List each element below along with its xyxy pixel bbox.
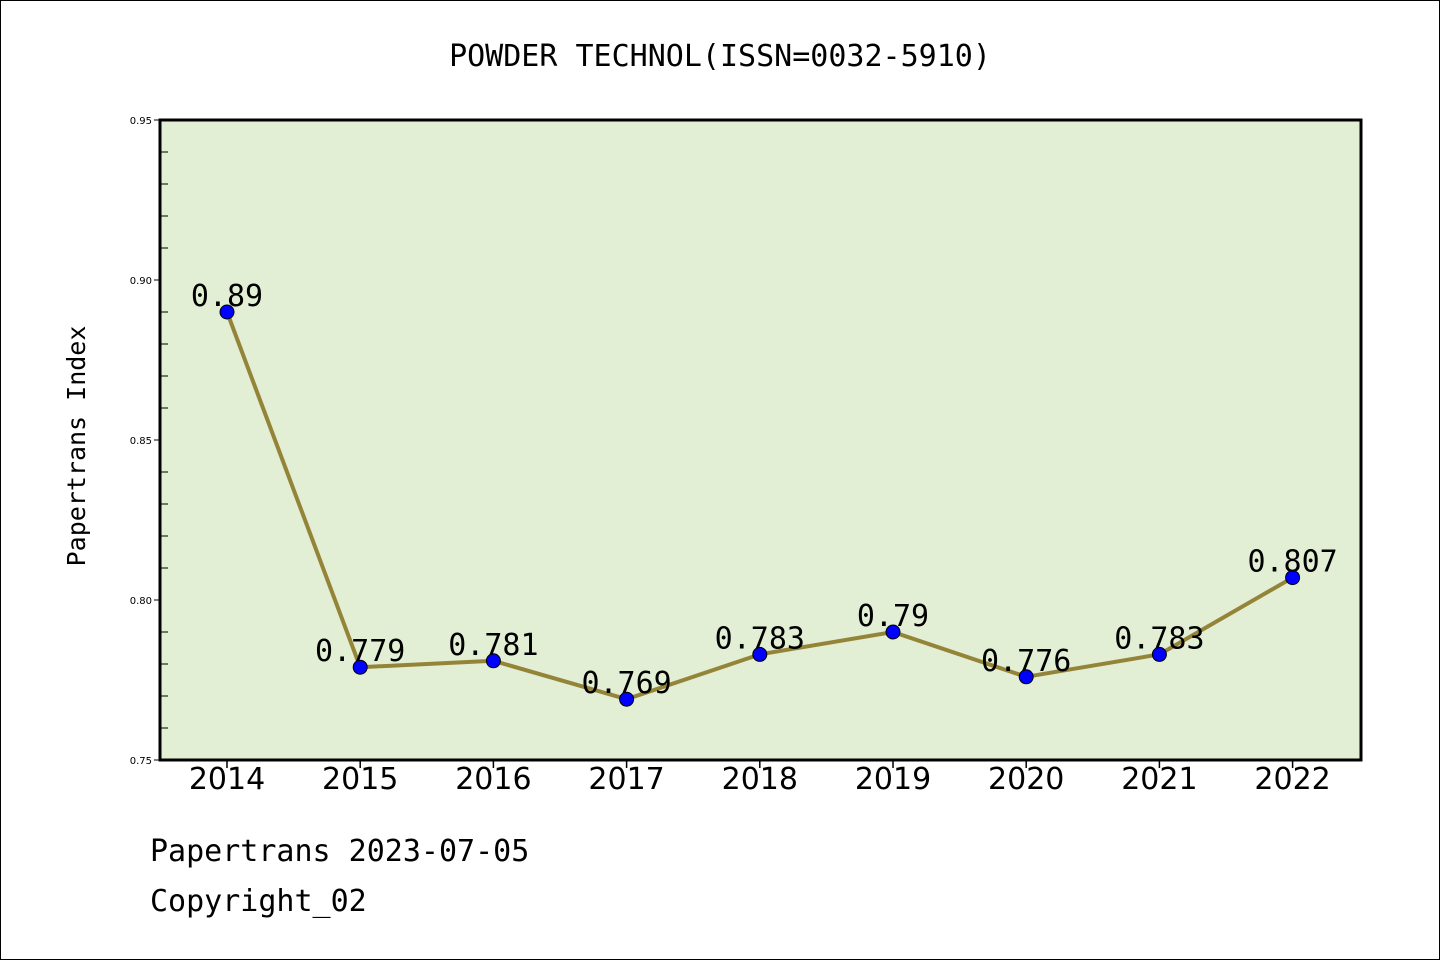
series-line — [219, 304, 1301, 707]
data-label: 0.783 — [715, 621, 805, 656]
y-axis: 0.75 0.80 0.85 0.90 0.95 — [130, 116, 168, 767]
chart-title: POWDER TECHNOL(ISSN=0032-5910) — [449, 39, 991, 74]
y-tick-label: 0.85 — [130, 436, 152, 447]
data-point — [752, 646, 768, 662]
x-tick-label: 2018 — [722, 762, 798, 797]
data-point — [1018, 669, 1034, 685]
x-tick-label: 2017 — [588, 762, 664, 797]
data-point — [885, 624, 901, 640]
x-tick-label: 2014 — [189, 762, 265, 797]
x-axis: 2014 2015 2016 2017 2018 2019 2020 2021 2022 — [189, 760, 1331, 797]
data-label: 0.783 — [1114, 621, 1204, 656]
footer-date: Papertrans 2023-07-05 — [150, 834, 530, 869]
x-tick-label: 2015 — [322, 762, 398, 797]
x-tick-label: 2021 — [1121, 762, 1197, 797]
data-label: 0.79 — [857, 599, 929, 634]
data-point — [485, 653, 501, 669]
data-label: 0.779 — [315, 634, 405, 669]
data-point — [219, 304, 235, 320]
data-label: 0.807 — [1247, 545, 1337, 580]
data-label: 0.769 — [581, 666, 671, 701]
x-tick-label: 2019 — [855, 762, 931, 797]
data-point — [619, 691, 635, 707]
y-axis-label: Papertrans Index — [62, 326, 91, 567]
data-label: 0.776 — [981, 644, 1071, 679]
x-tick-label: 2020 — [988, 762, 1064, 797]
footer-copyright: Copyright_02 — [150, 884, 367, 919]
data-point — [352, 659, 368, 675]
data-point — [1151, 646, 1167, 662]
x-tick-label: 2022 — [1254, 762, 1330, 797]
data-label: 0.781 — [448, 628, 538, 663]
data-point — [1285, 570, 1301, 586]
data-labels: 0.89 0.779 0.781 0.769 0.783 0.79 0.776 0.783 0.… — [191, 279, 1338, 701]
y-tick-label: 0.80 — [130, 596, 152, 607]
data-label: 0.89 — [191, 279, 263, 314]
y-tick-label: 0.75 — [130, 756, 152, 767]
y-tick-label: 0.95 — [130, 116, 152, 127]
x-tick-label: 2016 — [455, 762, 531, 797]
y-tick-label: 0.90 — [130, 276, 152, 287]
